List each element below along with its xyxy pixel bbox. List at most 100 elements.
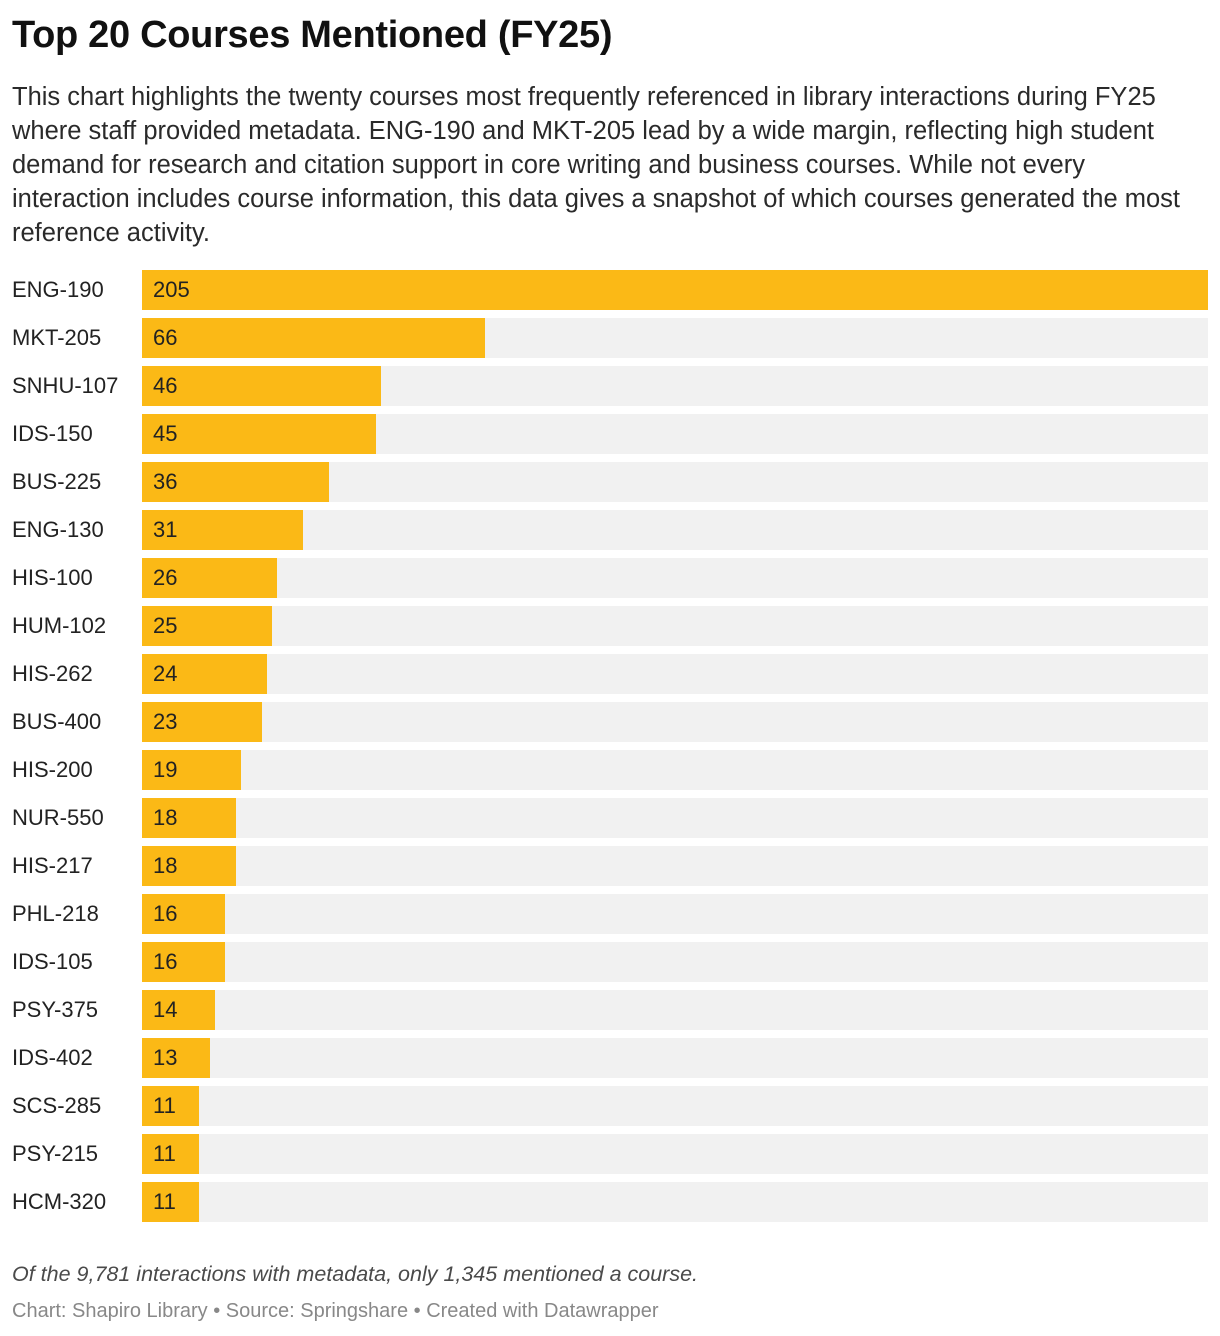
category-label: PHL-218 — [12, 901, 99, 926]
category-label: HIS-200 — [12, 757, 93, 782]
category-label: HIS-100 — [12, 565, 93, 590]
bar — [142, 798, 236, 838]
bar — [142, 414, 376, 454]
value-label: 205 — [153, 277, 190, 302]
bar-row: PSY-215 11 — [12, 1134, 1208, 1174]
bar-track: 66 — [142, 318, 1208, 358]
value-label: 16 — [153, 901, 178, 926]
bar-row: HCM-320 11 — [12, 1182, 1208, 1222]
bar-row: IDS-105 16 — [12, 942, 1208, 982]
bar — [142, 606, 272, 646]
bar-track: 16 — [142, 894, 1208, 934]
bar — [142, 1134, 199, 1174]
bar — [142, 942, 225, 982]
category-label: SNHU-107 — [12, 373, 119, 398]
bar-row: HIS-100 26 — [12, 558, 1208, 598]
value-label: 46 — [153, 373, 178, 398]
bar — [142, 366, 381, 406]
chart-credits: Chart: Shapiro Library • Source: Springs… — [12, 1300, 659, 1322]
bar-row: HIS-217 18 — [12, 846, 1208, 886]
category-label: IDS-105 — [12, 949, 93, 974]
bar-row: SCS-285 11 — [12, 1086, 1208, 1126]
bar — [142, 270, 1208, 310]
bar-row: IDS-402 13 — [12, 1038, 1208, 1078]
bar — [142, 1038, 210, 1078]
category-label: HCM-320 — [12, 1189, 107, 1214]
bar-track: 19 — [142, 750, 1208, 790]
value-label: 26 — [153, 565, 178, 590]
bar — [142, 702, 262, 742]
bar-track: 18 — [142, 798, 1208, 838]
bar-row: HUM-102 25 — [12, 606, 1208, 646]
bar-track: 18 — [142, 846, 1208, 886]
bar-track: 36 — [142, 462, 1208, 502]
bar-track: 26 — [142, 558, 1208, 598]
bar-row: ENG-190 205 — [12, 270, 1208, 310]
bar — [142, 510, 303, 550]
value-label: 24 — [153, 661, 178, 686]
bar-row: HIS-262 24 — [12, 654, 1208, 694]
category-label: PSY-215 — [12, 1141, 99, 1166]
value-label: 45 — [153, 421, 178, 446]
bar-row: HIS-200 19 — [12, 750, 1208, 790]
bar — [142, 846, 236, 886]
bar-track: 14 — [142, 990, 1208, 1030]
category-label: HUM-102 — [12, 613, 107, 638]
bar-track: 31 — [142, 510, 1208, 550]
bar — [142, 462, 329, 502]
bar-row: ENG-130 31 — [12, 510, 1208, 550]
category-label: HIS-262 — [12, 661, 93, 686]
value-label: 11 — [153, 1093, 176, 1118]
bar-track: 11 — [142, 1086, 1208, 1126]
bar-row: PSY-375 14 — [12, 990, 1208, 1030]
bar — [142, 1182, 199, 1222]
bar — [142, 654, 267, 694]
value-label: 18 — [153, 805, 178, 830]
chart-title: Top 20 Courses Mentioned (FY25) — [12, 14, 613, 56]
value-label: 18 — [153, 853, 178, 878]
bar-row: PHL-218 16 — [12, 894, 1208, 934]
value-label: 31 — [153, 517, 178, 542]
value-label: 11 — [153, 1141, 176, 1166]
bar — [142, 990, 215, 1030]
value-label: 66 — [153, 325, 178, 350]
bar-track: 16 — [142, 942, 1208, 982]
value-label: 11 — [153, 1189, 176, 1214]
bar-row: IDS-150 45 — [12, 414, 1208, 454]
category-label: ENG-190 — [12, 277, 104, 302]
bar — [142, 318, 485, 358]
category-label: BUS-225 — [12, 469, 102, 494]
value-label: 25 — [153, 613, 178, 638]
category-label: IDS-402 — [12, 1045, 93, 1070]
value-label: 36 — [153, 469, 178, 494]
bar — [142, 1086, 199, 1126]
bar-row: MKT-205 66 — [12, 318, 1208, 358]
category-label: MKT-205 — [12, 325, 102, 350]
bar-track: 25 — [142, 606, 1208, 646]
value-label: 19 — [153, 757, 178, 782]
value-label: 23 — [153, 709, 178, 734]
bar-row: BUS-225 36 — [12, 462, 1208, 502]
category-label: ENG-130 — [12, 517, 104, 542]
bar-track: 11 — [142, 1134, 1208, 1174]
chart-note: Of the 9,781 interactions with metadata,… — [12, 1262, 699, 1286]
category-label: NUR-550 — [12, 805, 104, 830]
bar — [142, 894, 225, 934]
category-label: HIS-217 — [12, 853, 93, 878]
value-label: 14 — [153, 997, 178, 1022]
bar-track: 45 — [142, 414, 1208, 454]
bar — [142, 558, 277, 598]
bar-track: 11 — [142, 1182, 1208, 1222]
category-label: SCS-285 — [12, 1093, 102, 1118]
bar-track: 46 — [142, 366, 1208, 406]
category-label: IDS-150 — [12, 421, 93, 446]
chart-description: This chart highlights the twenty courses… — [12, 83, 1180, 247]
bar-track: 24 — [142, 654, 1208, 694]
value-label: 13 — [153, 1045, 178, 1070]
value-label: 16 — [153, 949, 178, 974]
bar-track: 23 — [142, 702, 1208, 742]
bar-track: 205 — [142, 270, 1208, 310]
category-label: BUS-400 — [12, 709, 102, 734]
bar-track: 13 — [142, 1038, 1208, 1078]
category-label: PSY-375 — [12, 997, 99, 1022]
